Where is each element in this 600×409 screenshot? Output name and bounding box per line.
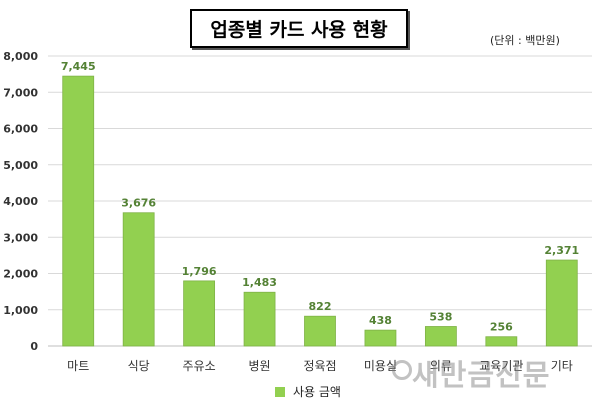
y-tick-label: 3,000 — [3, 231, 38, 244]
bar — [364, 329, 397, 347]
x-tick-label: 의류 — [430, 359, 452, 373]
data-label: 438 — [369, 314, 392, 327]
watermark: 새만금신문 — [412, 358, 551, 392]
y-tick-label: 6,000 — [3, 123, 38, 136]
x-tick-label: 식당 — [128, 359, 150, 373]
legend: 사용 금액 — [275, 383, 341, 400]
bar — [304, 315, 336, 347]
data-label: 2,371 — [544, 244, 579, 257]
x-tick-label: 마트 — [67, 359, 89, 373]
x-tick-label: 정육점 — [303, 359, 336, 373]
bar — [62, 75, 95, 347]
y-tick-label: 1,000 — [3, 304, 38, 317]
y-tick-label: 8,000 — [3, 50, 38, 63]
x-tick-label: 교육기관 — [479, 359, 523, 373]
chart-title: 업종별 카드 사용 현황 — [190, 9, 408, 48]
bar — [122, 212, 155, 347]
bar — [424, 326, 457, 347]
x-tick-label: 기타 — [551, 359, 573, 373]
x-tick-label: 병원 — [249, 359, 271, 373]
data-label: 256 — [490, 321, 513, 334]
bar — [545, 259, 578, 347]
y-tick-label: 5,000 — [3, 159, 38, 172]
x-tick-label: 미용실 — [364, 359, 397, 373]
bar — [243, 291, 276, 347]
legend-label: 사용 금액 — [293, 385, 341, 399]
y-tick-label: 4,000 — [3, 195, 38, 208]
x-tick-label: 주유소 — [183, 359, 216, 373]
bar — [485, 336, 518, 347]
data-label: 3,676 — [121, 197, 156, 210]
y-tick-label: 2,000 — [3, 268, 38, 281]
legend-swatch — [275, 386, 285, 397]
data-label: 822 — [309, 300, 332, 313]
unit-label: (단위 : 백만원) — [490, 34, 560, 47]
watermark-logo-icon — [392, 360, 412, 380]
data-label: 1,483 — [242, 276, 277, 289]
y-tick-label: 7,000 — [3, 86, 38, 99]
bar — [183, 280, 216, 347]
data-label: 7,445 — [61, 60, 96, 73]
data-label: 538 — [429, 310, 452, 323]
data-label: 1,796 — [182, 265, 217, 278]
y-tick-label: 0 — [30, 340, 38, 353]
